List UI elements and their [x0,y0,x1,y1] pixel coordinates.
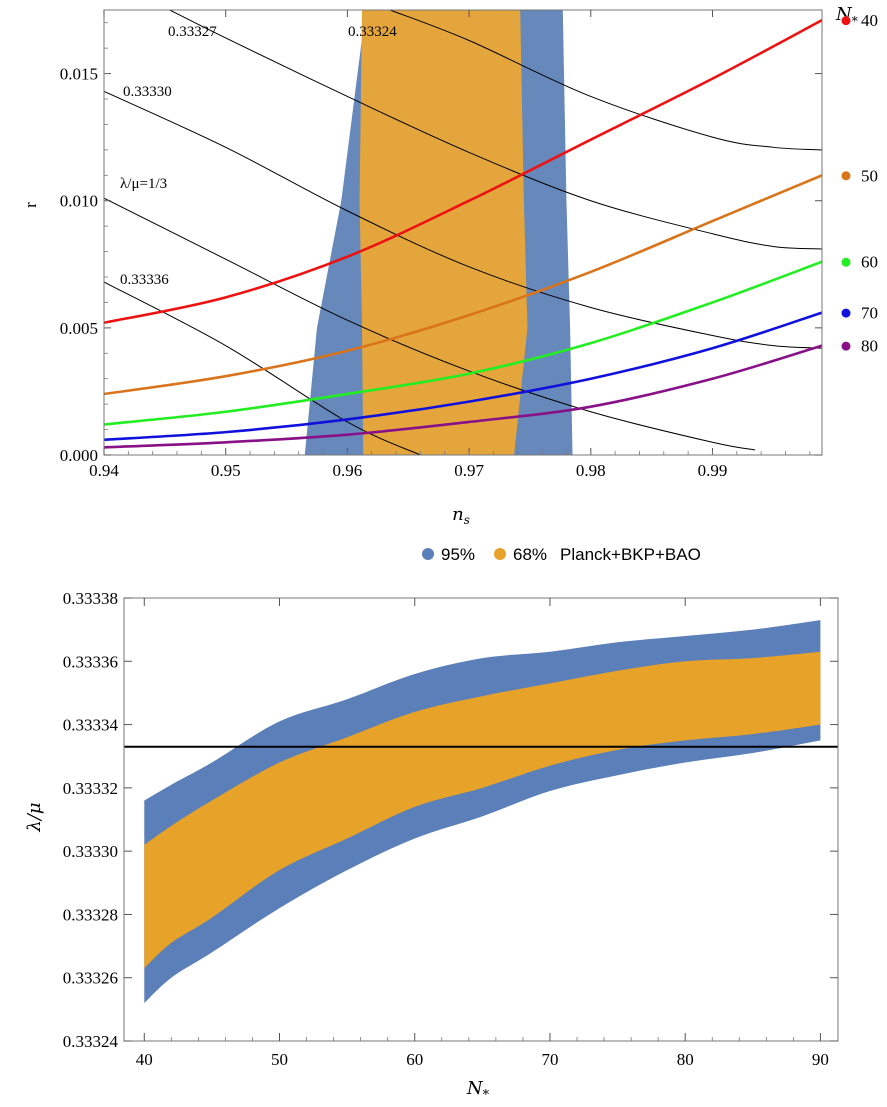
legend-label-N40: 40 [861,11,878,30]
top-y-tick-label: 0.000 [60,446,98,465]
bottom-y-tick-label: 0.33336 [63,652,118,671]
contour-label-2: 0.33324 [348,24,397,40]
bottom-y-tick-label: 0.33328 [63,905,118,924]
legend-label-N80: 80 [861,337,878,356]
bottom-y-tick-label: 0.33334 [63,716,119,735]
bottom-chart: 40 50 60 70 80 90 0.33324 0.33326 0.33328 0.33330… [24,589,839,1103]
bottom-y-tick-label: 0.33330 [63,842,118,861]
series-line-N80 [104,344,822,449]
top-legend: 40 50 60 70 80 [841,11,878,356]
top-x-tick-label: 0.94 [89,461,119,480]
legend-marker-N80 [841,341,851,351]
top-y-axis-label: r [21,202,40,208]
bottom-x-tick-label: 80 [677,1050,694,1069]
top-x-axis-label: ns [452,504,470,527]
series-line-N50 [104,174,822,396]
bottom-x-tick-label: 40 [136,1050,153,1069]
contour-label-3: 0.33330 [123,84,172,100]
legend-caption: Planck+BKP+BAO [560,545,701,564]
legend-marker-N50 [841,171,851,181]
top-y-tick-label: 0.005 [60,319,98,338]
legend-marker-N70 [841,308,851,318]
top-axes-frame [103,9,823,456]
legend-95-marker [422,548,434,560]
legend-68-label: 68% [513,545,547,564]
contour-line-1 [389,10,822,151]
bottom-x-tick-label: 70 [541,1050,558,1069]
bottom-y-tick-label: 0.33338 [63,589,118,608]
top-chart: 0.94 0.95 0.96 0.97 0.98 0.99 0.000 0.005 0.010 0… [21,4,878,527]
series-line-N60 [104,260,822,426]
contour-line-4 [104,197,756,451]
top-x-tick-label: 0.98 [576,461,606,480]
bottom-axis-ticks: 40 50 60 70 80 90 0.33324 0.33326 0.33328 0.33330… [63,589,838,1069]
top-x-tick-label: 0.96 [333,461,363,480]
shared-legend: 95% 68% Planck+BKP+BAO [422,545,701,564]
top-axis-ticks: 0.94 0.95 0.96 0.97 0.98 0.99 0.000 0.005 0.010 0… [60,10,822,480]
top-y-tick-label: 0.015 [60,65,98,84]
bottom-x-tick-label: 90 [812,1050,829,1069]
contour-line-3 [104,90,822,349]
top-contour-lines [104,10,822,455]
bottom-y-tick-label: 0.33326 [63,969,118,988]
bottom-x-axis-label: N* [466,1078,490,1103]
bottom-confidence-bands [124,620,838,1004]
top-x-tick-label: 0.97 [454,461,484,480]
bottom-x-tick-label: 50 [271,1050,288,1069]
bottom-axes-frame [123,597,839,1042]
contour-line-2 [169,10,822,250]
legend-label-N60: 60 [861,253,878,272]
contour-label-1: 0.33327 [168,24,217,40]
bottom-y-tick-label: 0.33324 [63,1032,119,1051]
legend-68-marker [494,548,506,560]
top-plot-frame [103,9,823,456]
contour-line-5 [104,281,421,455]
legend-label-N50: 50 [861,166,878,185]
series-line-N70 [104,311,822,442]
legend-marker-N60 [841,257,851,267]
bottom-plot-frame [123,597,839,1042]
contour-label-4: λ/μ=1/3 [120,176,167,192]
bottom-y-axis-label: λ/μ [24,802,45,832]
series-line-N40 [104,19,822,325]
top-x-tick-label: 0.95 [211,461,241,480]
top-contour-annotations: 0.33327 0.33324 0.33330 λ/μ=1/3 0.33336 [120,24,397,288]
legend-95-label: 95% [441,545,475,564]
top-y-tick-label: 0.010 [60,192,98,211]
bottom-x-tick-label: 60 [406,1050,423,1069]
bottom-y-tick-label: 0.33332 [63,779,118,798]
contour-label-5: 0.33336 [120,272,169,288]
top-confidence-bands [304,10,573,455]
top-series-lines [104,19,822,449]
legend-marker-N40 [841,16,851,26]
bottom-band-68 [144,651,821,969]
top-x-tick-label: 0.99 [698,461,728,480]
legend-label-N70: 70 [861,304,878,323]
